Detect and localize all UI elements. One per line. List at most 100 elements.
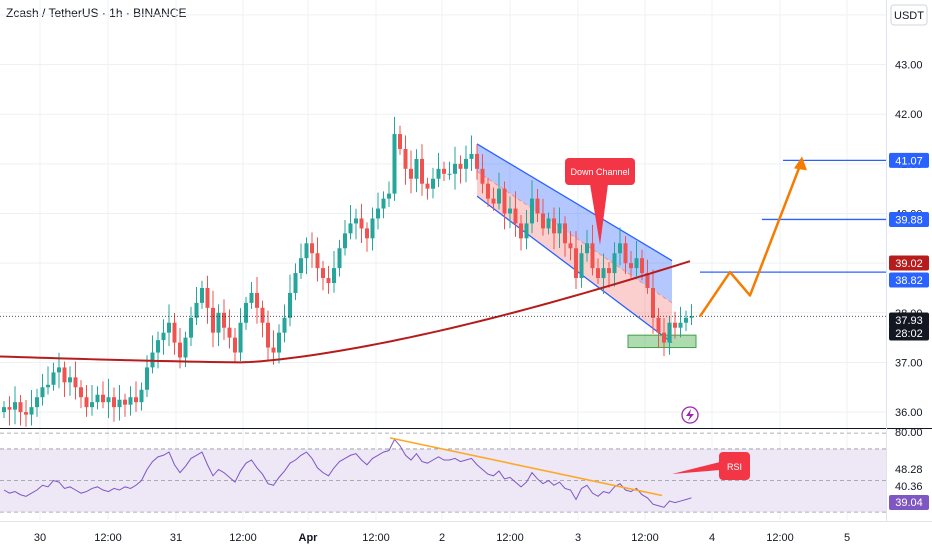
time-tick-label: 30	[34, 532, 46, 544]
callout-box	[565, 158, 635, 185]
candle	[68, 366, 72, 396]
candle	[678, 306, 683, 338]
candle-body	[29, 407, 34, 415]
candle-body	[40, 387, 45, 398]
candle-body	[337, 248, 342, 269]
candle	[337, 239, 342, 277]
rsi-callout-text: RSI	[727, 462, 742, 472]
candle	[563, 216, 567, 257]
candle	[332, 250, 336, 293]
candle-body	[57, 367, 61, 373]
candle-body	[255, 292, 259, 308]
candle-body	[293, 273, 298, 293]
candle	[513, 191, 518, 237]
candle	[436, 152, 441, 188]
candle-body	[640, 258, 644, 274]
candle	[541, 198, 545, 236]
price-label-text: 39.88	[895, 214, 923, 226]
price-axis: 44.0043.0042.0041.0040.0039.0038.0037.00…	[889, 4, 929, 419]
time-tick-label: 12:00	[362, 532, 390, 544]
candle	[238, 308, 243, 361]
candle-body	[508, 208, 512, 214]
candle-body	[662, 332, 666, 343]
rsi-current-label: 39.04	[895, 497, 923, 509]
candle	[35, 388, 39, 417]
candle	[194, 286, 199, 325]
candle-body	[189, 317, 193, 338]
candle-body	[579, 253, 584, 279]
candle-body	[2, 407, 6, 413]
rsi-callout-pointer	[672, 462, 720, 474]
candle	[255, 277, 259, 324]
candle	[579, 244, 584, 288]
price-label-box	[889, 312, 929, 328]
candle-body	[216, 312, 221, 333]
forecast-arrowhead	[794, 156, 807, 171]
channel-mid-line	[476, 170, 673, 304]
candle-body	[546, 218, 551, 229]
price-label-text: 41.07	[895, 155, 923, 167]
candle	[222, 299, 226, 340]
candle-body	[574, 248, 578, 279]
resistance-levels	[700, 159, 886, 273]
candle	[51, 362, 56, 391]
candle-body	[590, 243, 595, 269]
candle-body	[95, 394, 100, 403]
candle-body	[282, 317, 287, 333]
candle	[282, 304, 287, 343]
candle-body	[326, 278, 331, 284]
lightning-icon	[681, 406, 699, 424]
candle-body	[134, 397, 138, 403]
candle	[568, 231, 573, 261]
candle	[62, 361, 67, 397]
candle	[387, 181, 391, 208]
candle-body	[238, 322, 243, 353]
price-label-level: 39.88	[889, 211, 929, 227]
time-tick-label: 4	[709, 532, 715, 544]
price-label-level: 38.82	[889, 272, 929, 288]
candle	[656, 308, 661, 348]
currency-label: USDT	[894, 10, 924, 22]
candle-body	[354, 218, 358, 224]
candle	[233, 327, 237, 363]
candle-body	[541, 213, 545, 229]
candle-body	[112, 397, 116, 408]
candle-body	[486, 183, 490, 199]
candle	[590, 224, 595, 276]
candle	[112, 387, 116, 422]
candle	[46, 366, 50, 395]
price-label-text: 28:02	[895, 328, 923, 340]
candle	[662, 318, 666, 356]
candle	[29, 390, 34, 426]
candle-body	[684, 317, 688, 323]
candle-body	[35, 397, 39, 408]
callout-pointer	[590, 184, 608, 245]
candle-body	[310, 243, 314, 254]
candle-body	[365, 228, 369, 239]
candle	[557, 207, 562, 249]
candle-body	[623, 243, 628, 264]
candle	[574, 231, 578, 289]
candle-body	[414, 158, 419, 179]
rsi-tick-label: 80.00	[895, 427, 923, 439]
candle-body	[249, 292, 254, 303]
candle	[271, 330, 276, 365]
candle-body	[673, 322, 677, 328]
candle	[277, 324, 281, 364]
candle-body	[458, 163, 463, 169]
rsi-tick-label: 40.36	[895, 481, 923, 493]
candle-body	[634, 258, 639, 269]
candle	[508, 196, 512, 229]
rsi-line	[3, 438, 692, 508]
candle	[348, 205, 353, 240]
candle	[2, 401, 6, 419]
candle	[84, 385, 89, 417]
candle-body	[145, 367, 149, 390]
candle-body	[689, 316, 694, 318]
candle	[667, 316, 672, 355]
candle-body	[596, 268, 600, 279]
candle	[651, 269, 655, 334]
candle	[585, 229, 589, 262]
candle-body	[46, 384, 50, 388]
